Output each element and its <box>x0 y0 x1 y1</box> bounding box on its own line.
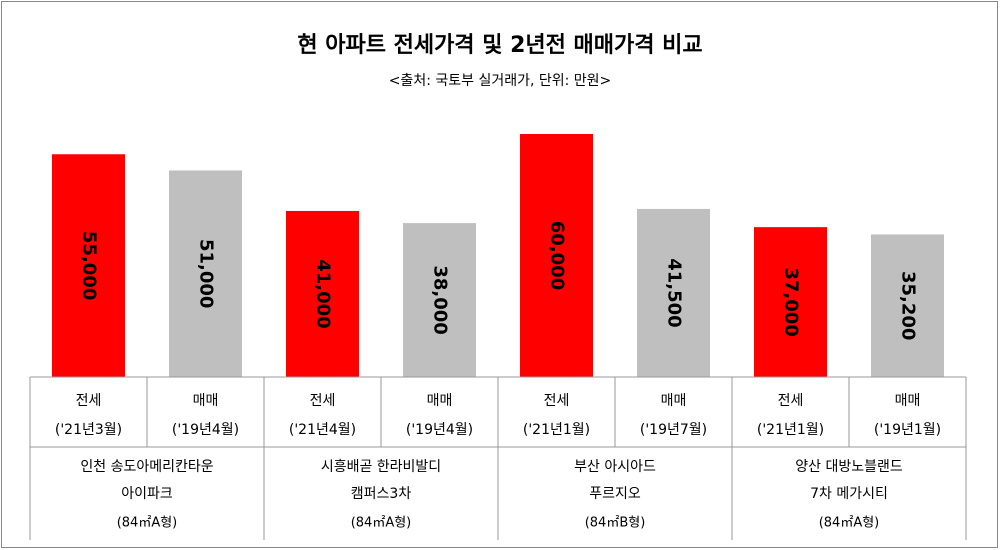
value-label: 37,000 <box>781 267 802 336</box>
bar <box>520 134 593 377</box>
group-label: 부산 아시아드 <box>574 459 656 475</box>
x-tick-label: 전세 <box>544 393 570 409</box>
x-tick-label: 매매 <box>895 393 921 409</box>
x-tick-label: 전세 <box>76 393 102 409</box>
x-tick-period: ('21년4월) <box>289 422 356 438</box>
x-tick-period: ('21년1월) <box>523 422 590 438</box>
group-label: 인천 송도아메리칸타운 <box>80 459 213 475</box>
value-label: 55,000 <box>79 231 100 300</box>
group-size: (84㎡B형) <box>585 516 646 531</box>
bar <box>286 210 359 377</box>
group-label: 아이파크 <box>121 486 173 502</box>
group-label: 푸르지오 <box>589 486 641 502</box>
value-label: 60,000 <box>547 221 568 290</box>
x-tick-period: ('19년4월) <box>172 422 239 438</box>
bar <box>754 227 827 377</box>
value-label: 41,500 <box>664 258 685 327</box>
bar <box>403 223 476 377</box>
bar <box>637 208 710 377</box>
value-label: 51,000 <box>196 239 217 308</box>
x-tick-period: ('21년1월) <box>757 422 824 438</box>
x-tick-period: ('19년1월) <box>874 422 941 438</box>
x-tick-label: 매매 <box>427 393 453 409</box>
x-tick-period: ('19년7월) <box>640 422 707 438</box>
x-tick-period: ('19년4월) <box>406 422 473 438</box>
value-label: 38,000 <box>430 265 451 334</box>
chart-subtitle: <출처: 국토부 실거래가, 단위: 만원> <box>389 73 612 89</box>
group-label: 시흥배곧 한라비발디 <box>321 459 441 475</box>
bar <box>169 170 242 377</box>
x-tick-label: 전세 <box>778 393 804 409</box>
group-label: 7차 메가시티 <box>810 486 888 502</box>
value-label: 35,200 <box>898 271 919 340</box>
group-label: 캠퍼스3차 <box>351 486 412 502</box>
group-label: 양산 대방노블랜드 <box>795 459 903 475</box>
x-tick-label: 매매 <box>661 393 687 409</box>
value-label: 41,000 <box>313 259 334 328</box>
bar <box>52 154 125 377</box>
group-size: (84㎡A형) <box>819 516 880 531</box>
chart-title: 현 아파트 전세가격 및 2년전 매매가격 비교 <box>297 33 702 58</box>
group-size: (84㎡A형) <box>351 516 412 531</box>
x-tick-label: 매매 <box>193 393 219 409</box>
x-tick-period: ('21년3월) <box>55 422 122 438</box>
x-tick-label: 전세 <box>310 393 336 409</box>
group-size: (84㎡A형) <box>117 516 178 531</box>
bar <box>871 234 944 377</box>
